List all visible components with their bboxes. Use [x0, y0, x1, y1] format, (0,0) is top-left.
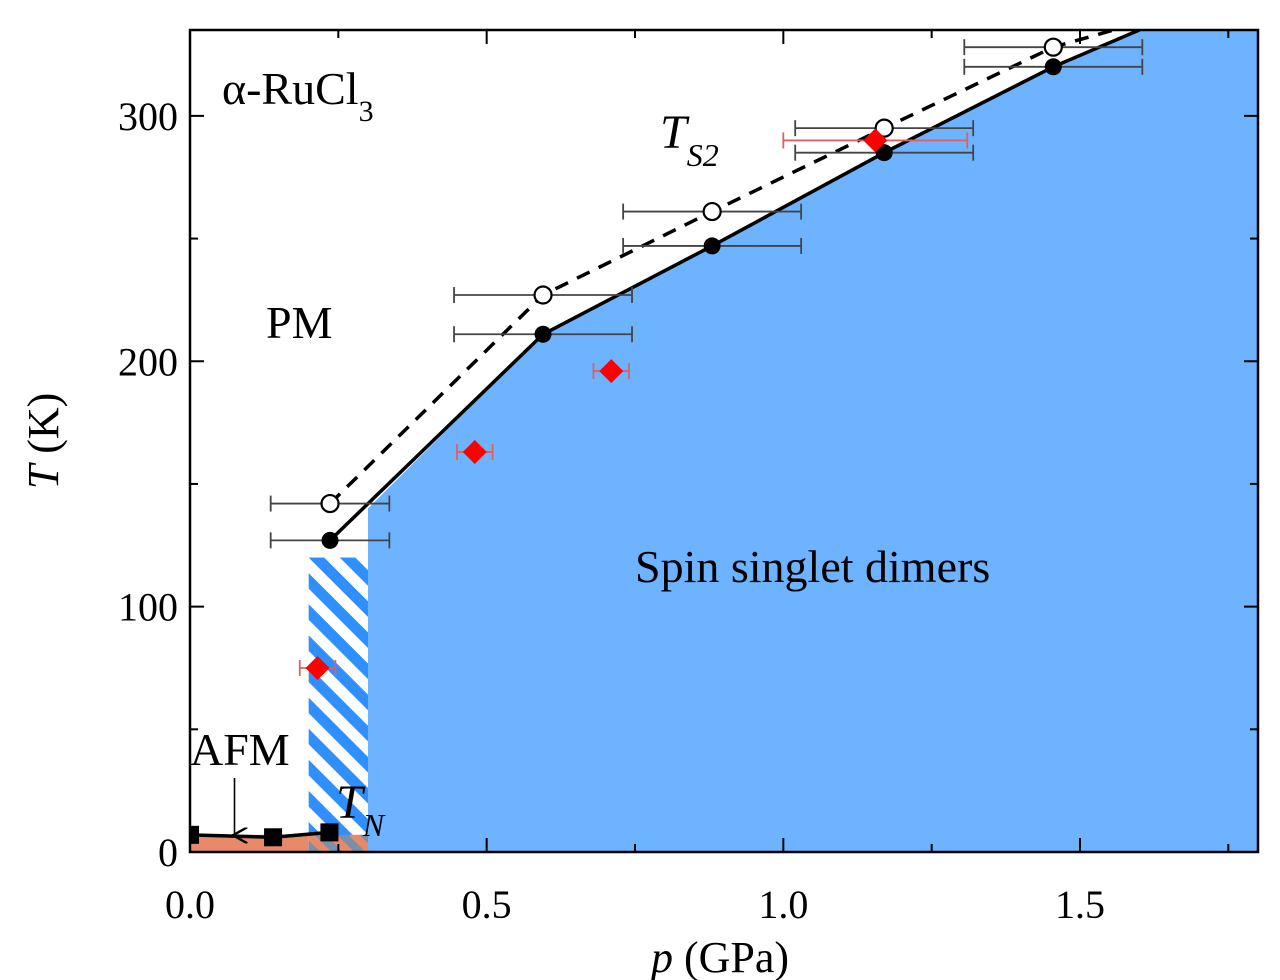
annotations: 0.0 0.5 1.0 1.5 0 100 200 300 p (GPa) T (K) α-RuCl…	[19, 63, 1105, 980]
tn-label: TN	[336, 776, 386, 843]
y-axis-title: T (K)	[19, 393, 68, 490]
red-diamond-point	[305, 655, 330, 680]
red-diamond-point	[462, 440, 487, 465]
red-diamond-point	[863, 128, 888, 153]
red-diamond-point	[599, 359, 624, 384]
compound-label: α-RuCl3	[222, 63, 374, 128]
hatched-crossover-region	[308, 557, 368, 852]
filled-square-point	[190, 825, 199, 844]
filled-circle-point	[534, 325, 552, 343]
afm-label: AFM	[190, 724, 290, 775]
filled-circle-line	[328, 30, 1141, 542]
plot-frame	[188, 28, 1260, 854]
y-tick-label: 200	[118, 339, 178, 384]
open-circle-point	[533, 285, 553, 305]
y-tick-label: 100	[118, 585, 178, 630]
open-circle-point	[1043, 37, 1063, 57]
x-tick-label: 1.5	[1055, 882, 1105, 927]
spin-singlet-label: Spin singlet dimers	[635, 541, 990, 592]
open-circle-point	[874, 118, 894, 138]
data-points	[190, 37, 1063, 847]
filled-circle-point	[1044, 58, 1062, 76]
x-tick-label: 0.5	[462, 882, 512, 927]
filled-circle-point	[321, 531, 339, 549]
open-circle-point	[320, 493, 340, 514]
filled-circle-point	[875, 144, 893, 162]
pm-label: PM	[266, 297, 332, 348]
open-circle-line	[328, 30, 1120, 505]
x-axis-title: p (GPa)	[648, 933, 789, 980]
ts2-label: TS2	[660, 106, 719, 173]
x-tick-label: 1.0	[758, 882, 808, 927]
axes-frame	[188, 28, 1260, 854]
phase-regions	[190, 30, 1258, 852]
singlet-region	[368, 30, 1258, 852]
filled-square-point	[320, 823, 339, 842]
x-tick-label: 0.0	[165, 882, 215, 927]
filled-square-point	[264, 828, 283, 847]
open-circle-point	[702, 201, 722, 222]
y-tick-label: 0	[158, 830, 178, 875]
y-tick-label: 300	[118, 94, 178, 139]
filled-circle-point	[703, 237, 721, 255]
